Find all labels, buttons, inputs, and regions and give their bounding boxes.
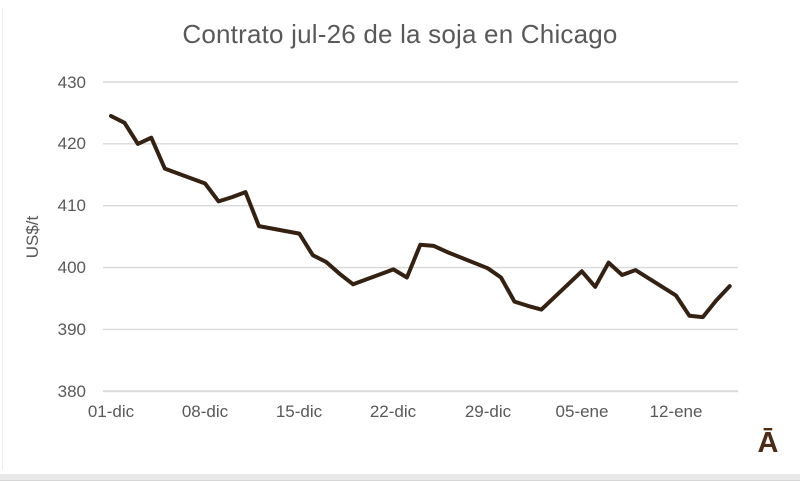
x-tick-label: 29-dic (464, 402, 512, 421)
x-tick-label: 22-dic (369, 402, 417, 421)
chart-title: Contrato jul-26 de la soja en Chicago (182, 19, 618, 49)
plot-area (103, 81, 738, 393)
y-tick-label: 410 (57, 196, 86, 215)
stray-character: Ā (757, 427, 779, 459)
y-tick-label: 380 (57, 382, 86, 401)
y-tick-label: 390 (57, 320, 86, 339)
bottom-page-strip (0, 474, 800, 481)
x-tick-label: 01-dic (87, 402, 135, 421)
x-tick-label: 05-ene (555, 402, 609, 421)
x-tick-label: 08-dic (181, 402, 229, 421)
y-tick-label: 400 (57, 258, 86, 277)
x-tick-label: 12-ene (649, 402, 703, 421)
page-edge-divider (2, 8, 3, 470)
price-line (109, 114, 732, 320)
x-tick-label: 15-dic (275, 402, 323, 421)
y-tick-label: 430 (57, 73, 86, 92)
y-tick-label: 420 (57, 134, 86, 153)
